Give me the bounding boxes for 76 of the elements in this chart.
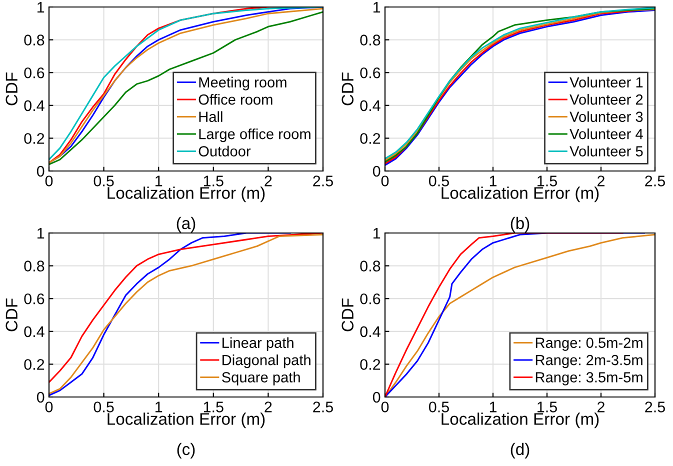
y-tick-label: 0.4 xyxy=(24,326,44,338)
text: (a) xyxy=(176,216,196,232)
x-tick-label: 0.5 xyxy=(428,176,449,186)
x-tick-label: 0.5 xyxy=(428,402,449,412)
y-tick-label: 0.4 xyxy=(360,100,380,112)
x-tick-label: 2.5 xyxy=(645,176,665,186)
x-tick-label: 1 xyxy=(156,176,162,186)
y-axis-title: CDF xyxy=(6,72,18,106)
y-tick-label: 0.6 xyxy=(24,293,44,304)
x-tick-label: 1 xyxy=(490,176,497,186)
x-tick-label: 1 xyxy=(490,402,497,412)
y-axis-title: CDF xyxy=(342,72,354,106)
y-tick-label: 1 xyxy=(38,2,44,13)
y-tick-label: 0.2 xyxy=(24,133,44,144)
y-tick-label: 0.6 xyxy=(360,67,380,78)
y-tick-label: 1 xyxy=(38,228,44,239)
x-axis-title: Localization Error (m) xyxy=(108,412,265,428)
text: (c) xyxy=(177,442,195,458)
y-tick-label: 1 xyxy=(374,2,380,13)
y-tick-label: 1 xyxy=(374,228,380,239)
y-tick-label: 0 xyxy=(372,392,380,403)
y-tick-label: 0.4 xyxy=(24,100,44,112)
x-tick-label: 0 xyxy=(45,176,53,186)
legend-label: Volunteer 4 xyxy=(570,128,643,140)
legend-label: Volunteer 1 xyxy=(570,76,643,88)
legend-label: Range: 2m-3.5m xyxy=(536,354,642,368)
x-tick-label: 0 xyxy=(381,402,389,412)
y-tick-label: 0 xyxy=(36,166,44,177)
y-tick-label: 0.8 xyxy=(360,34,380,46)
x-tick-label: 2.5 xyxy=(645,402,665,412)
text: (d) xyxy=(510,442,530,458)
x-tick-label: 1.5 xyxy=(204,402,224,412)
y-axis-title: CDF xyxy=(6,298,18,332)
legend-label: Office room xyxy=(198,94,272,105)
y-tick-label: 0.8 xyxy=(24,34,44,46)
y-tick-label: 0.2 xyxy=(360,359,380,370)
x-tick-label: 1 xyxy=(156,402,162,412)
y-tick-label: 0.6 xyxy=(24,67,44,78)
legend-label: Range: 0.5m-2m xyxy=(536,338,642,351)
x-tick-label: 0 xyxy=(381,176,389,186)
y-tick-label: 0 xyxy=(36,392,44,403)
y-tick-label: 0.2 xyxy=(360,133,380,144)
x-tick-label: 2.5 xyxy=(313,402,333,412)
legend-label: Linear path xyxy=(222,337,294,351)
legend-label: Large office room xyxy=(199,128,310,142)
y-tick-label: 0 xyxy=(372,166,380,177)
legend-label: Volunteer 2 xyxy=(570,94,643,105)
x-tick-label: 2.5 xyxy=(313,176,333,186)
y-tick-label: 0.8 xyxy=(360,260,380,272)
x-axis-title: Localization Error (m) xyxy=(108,186,265,202)
legend-label: Outdoor xyxy=(198,146,251,156)
legend-label: Range: 3.5m-5m xyxy=(536,372,642,386)
x-tick-label: 2 xyxy=(264,402,272,412)
legend-label: Square path xyxy=(222,372,300,386)
x-tick-label: 2 xyxy=(598,176,604,186)
y-tick-label: 0.8 xyxy=(24,260,44,272)
y-tick-label: 0.6 xyxy=(360,293,380,304)
x-tick-label: 1.5 xyxy=(538,402,557,412)
y-tick-label: 0.4 xyxy=(360,326,380,338)
legend-label: Meeting room xyxy=(199,76,286,90)
x-tick-label: 2 xyxy=(598,402,604,412)
y-tick-label: 0.2 xyxy=(24,359,44,370)
y-axis-title: CDF xyxy=(342,298,354,332)
x-tick-label: 1.5 xyxy=(204,176,224,186)
x-tick-label: 0.5 xyxy=(94,402,114,412)
x-tick-label: 0 xyxy=(45,402,53,412)
text: (b) xyxy=(510,216,530,232)
x-axis-title: Localization Error (m) xyxy=(442,186,599,202)
legend-label: Diagonal path xyxy=(222,354,310,368)
legend-label: Hall xyxy=(199,111,222,122)
legend-label: Volunteer 3 xyxy=(570,111,643,122)
x-tick-label: 2 xyxy=(264,176,272,186)
legend-label: Volunteer 5 xyxy=(570,146,643,156)
x-tick-label: 0.5 xyxy=(94,176,114,186)
x-axis-title: Localization Error (m) xyxy=(442,412,599,428)
x-tick-label: 1.5 xyxy=(538,176,557,186)
